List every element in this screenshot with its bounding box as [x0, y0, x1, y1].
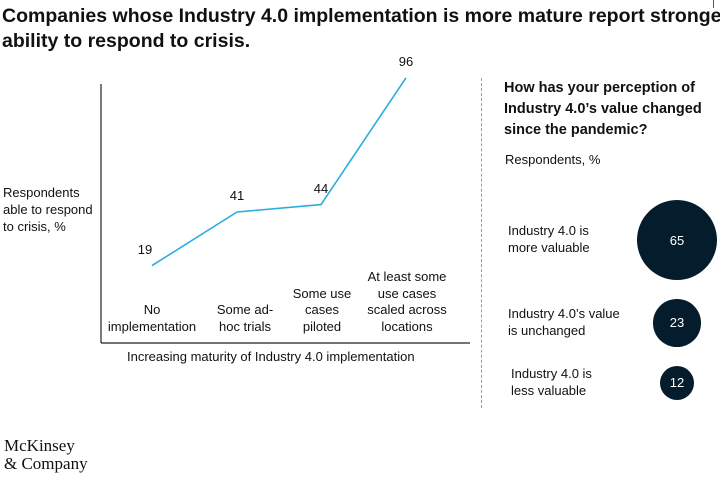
title-line-2: ability to respond to crisis. [2, 30, 251, 52]
y-axis-label-line: able to respond [3, 202, 93, 217]
bubble-unit-label: Respondents, % [505, 152, 601, 167]
bubble-label-line: Industry 4.0’s value [508, 306, 620, 321]
data-label: 44 [313, 180, 329, 196]
category-label-line: use cases [377, 285, 437, 301]
bubble-label: Industry 4.0 is less valuable [511, 365, 592, 399]
category-label: At least some use cases scaled across locat… [367, 269, 446, 335]
bubble-value: 12 [669, 375, 685, 391]
category-label-line: At least some [367, 269, 447, 284]
bubble-label: Industry 4.0 is more valuable [508, 222, 590, 256]
category-label-line: piloted [302, 318, 342, 334]
bubble-label: Industry 4.0’s value is unchanged [508, 305, 620, 339]
data-label: 96 [398, 53, 414, 69]
category-label: No implementation [108, 302, 196, 335]
bubble-label-line: is unchanged [508, 323, 586, 338]
bubble-value: 23 [669, 315, 685, 331]
category-label-line: cases [305, 302, 339, 317]
bubble-title-line: Industry 4.0’s value changed [504, 101, 702, 117]
title-line-1: Companies whose Industry 4.0 implementat… [2, 5, 720, 27]
category-label-line: Some use [292, 285, 352, 301]
logo-line: & Company [4, 454, 88, 473]
corner-mark [713, 0, 714, 8]
category-label-line: implementation [107, 318, 197, 334]
category-label: Some use cases piloted [293, 286, 352, 336]
category-label-line: locations [381, 318, 433, 334]
category-label-line: scaled across [367, 302, 447, 317]
y-axis-label: Respondents able to respond to crisis, % [3, 184, 93, 235]
y-axis-label-line: Respondents [3, 185, 80, 200]
data-label: 41 [229, 187, 245, 203]
category-label-line: Some ad- [216, 302, 274, 317]
line-chart [100, 77, 470, 344]
category-label-line: hoc trials [218, 318, 272, 334]
bubble-title-line: How has your perception of [504, 80, 695, 96]
mckinsey-logo: McKinsey & Company [4, 437, 88, 473]
bubble-value: 65 [669, 232, 685, 248]
x-axis-label: Increasing maturity of Industry 4.0 impl… [127, 349, 415, 364]
logo-line: McKinsey [4, 436, 75, 455]
bubble-label-line: Industry 4.0 is [511, 366, 592, 381]
bubble-label-line: less valuable [511, 383, 587, 398]
chart-title: Companies whose Industry 4.0 implementat… [2, 4, 720, 54]
category-label: Some ad-hoc trials [217, 302, 273, 335]
y-axis-label-line: to crisis, % [3, 219, 66, 234]
data-label: 19 [137, 241, 153, 257]
series-line [151, 77, 407, 267]
section-divider [481, 78, 482, 408]
bubble-chart-title: How has your perception of Industry 4.0’… [504, 78, 702, 141]
category-label-line: No [143, 302, 161, 317]
bubble: 23 [653, 299, 701, 347]
bubble: 12 [659, 365, 695, 401]
bubble-label-line: Industry 4.0 is [508, 223, 589, 238]
bubble-label-line: more valuable [508, 240, 590, 255]
bubble: 65 [637, 200, 717, 280]
bubble-title-line: since the pandemic? [504, 122, 648, 138]
